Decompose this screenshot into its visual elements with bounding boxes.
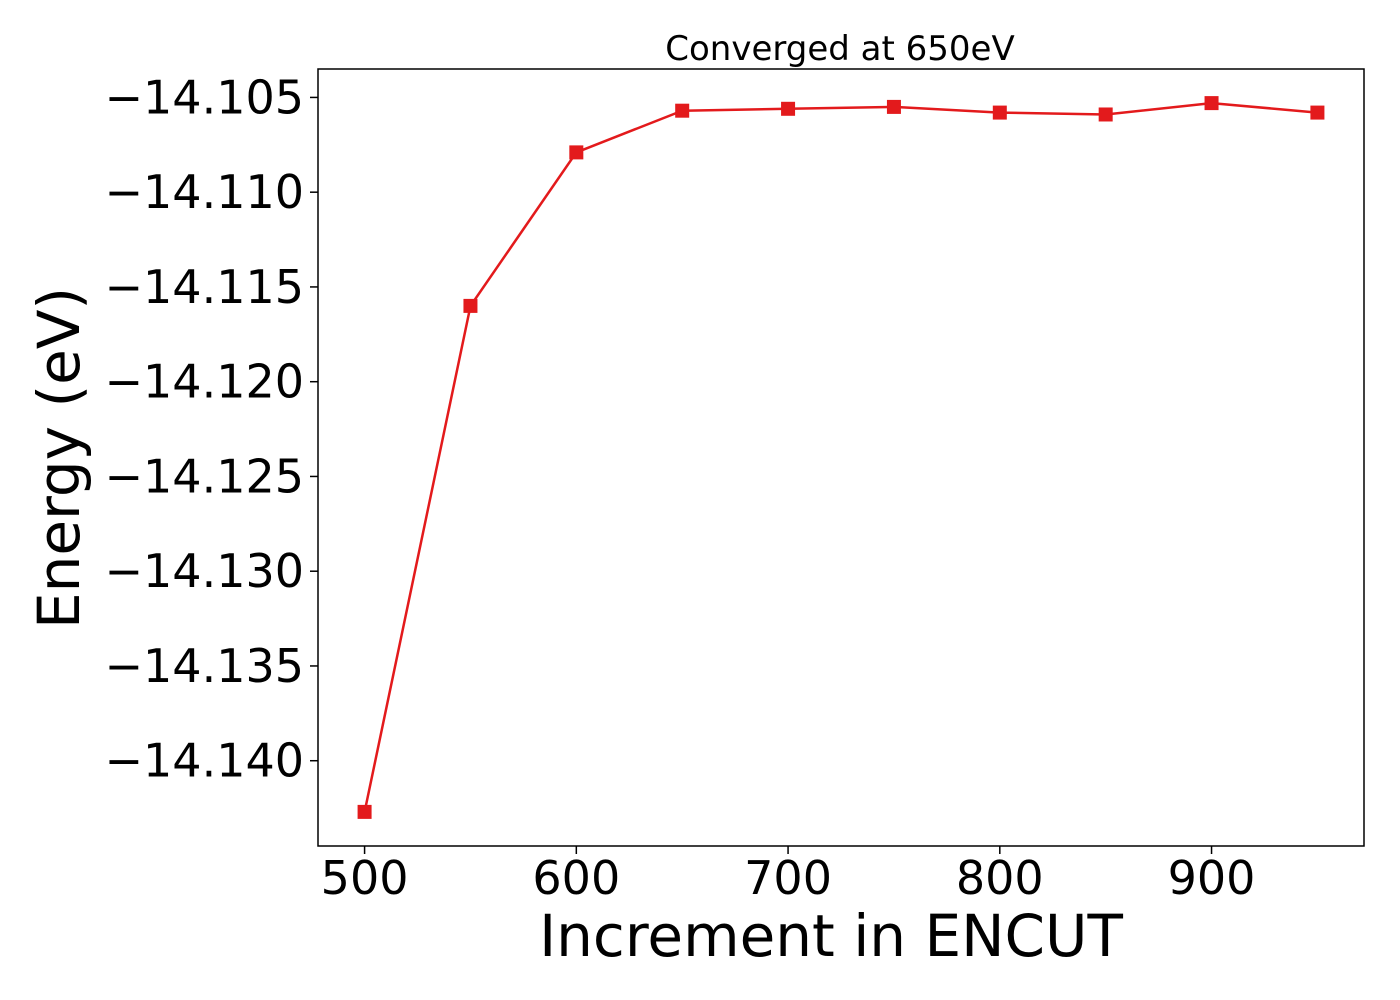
data-point xyxy=(357,804,372,819)
x-tick-label: 600 xyxy=(532,851,620,905)
y-tick-label: −14.105 xyxy=(105,70,305,124)
series-line xyxy=(363,101,1318,813)
data-point xyxy=(569,145,584,160)
data-point xyxy=(675,103,690,118)
y-axis-label: Energy (eV) xyxy=(25,287,93,629)
y-axis: −14.140 −14.135 −14.130 −14.125 −14.120 −14.1… xyxy=(105,70,318,788)
x-axis: 500 600 700 800 900 xyxy=(321,846,1256,905)
data-point xyxy=(1310,105,1325,120)
plot-area xyxy=(317,68,1365,847)
chart-title: Converged at 650eV xyxy=(665,29,1014,69)
y-tick-label: −14.125 xyxy=(105,449,305,503)
x-tick-label: 800 xyxy=(956,851,1044,905)
series-layer xyxy=(357,96,1325,819)
data-point xyxy=(1204,96,1219,111)
y-tick-label: −14.135 xyxy=(105,639,305,693)
y-tick-label: −14.130 xyxy=(105,544,305,598)
x-tick-label: 500 xyxy=(321,851,409,905)
data-point xyxy=(992,105,1007,120)
y-tick-label: −14.140 xyxy=(105,734,305,788)
y-tick-label: −14.115 xyxy=(105,260,305,314)
x-tick-label: 700 xyxy=(744,851,832,905)
data-point xyxy=(1098,107,1113,122)
data-point xyxy=(886,99,901,114)
x-tick-label: 900 xyxy=(1168,851,1256,905)
data-point xyxy=(781,101,796,116)
y-tick-label: −14.110 xyxy=(105,165,305,219)
x-axis-label: Increment in ENCUT xyxy=(539,902,1123,970)
y-tick-label: −14.120 xyxy=(105,355,305,409)
data-point xyxy=(463,298,478,313)
